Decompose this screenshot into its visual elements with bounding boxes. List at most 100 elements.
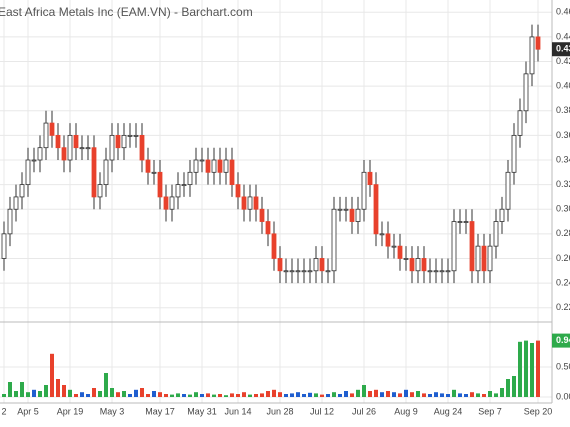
volume-bar xyxy=(506,379,510,397)
candle-body xyxy=(79,147,85,150)
candle-body xyxy=(49,122,55,136)
x-tick-label: Apr 19 xyxy=(57,406,84,416)
volume-bar xyxy=(254,394,258,397)
x-tick-label: May 31 xyxy=(187,406,217,416)
candle-body xyxy=(409,258,415,272)
candle-body xyxy=(517,110,523,136)
volume-bar xyxy=(14,391,18,397)
volume-bar xyxy=(422,393,426,397)
x-tick-label: May 17 xyxy=(145,406,175,416)
candle-body xyxy=(199,159,205,162)
volume-bar xyxy=(2,394,6,397)
candle-body xyxy=(25,159,31,186)
candle-body xyxy=(319,258,325,272)
candle-body xyxy=(217,159,223,173)
volume-bar xyxy=(524,340,528,397)
x-tick-label: Aug 9 xyxy=(394,406,418,416)
volume-bar xyxy=(146,394,150,397)
volume-bar xyxy=(356,389,360,397)
candle-body xyxy=(85,147,91,150)
volume-bar xyxy=(206,393,210,397)
candle-body xyxy=(115,134,121,149)
volume-bar xyxy=(536,340,540,397)
volume-bar xyxy=(230,393,234,397)
candle-body xyxy=(247,196,253,210)
candle-body xyxy=(535,36,541,50)
candle-body xyxy=(181,184,187,187)
candle-body xyxy=(271,233,277,259)
x-tick-label: 2 xyxy=(1,406,6,416)
candle-body xyxy=(97,184,103,198)
candle-body xyxy=(7,208,13,235)
candle-body xyxy=(241,196,247,210)
volume-bar xyxy=(98,391,102,397)
candle-body xyxy=(481,245,487,272)
candle-body xyxy=(289,270,295,273)
volume-bar xyxy=(152,391,156,397)
volume-bar xyxy=(392,392,396,397)
candle-body xyxy=(211,159,217,173)
volume-bar xyxy=(338,394,342,397)
volume-bar xyxy=(368,391,372,397)
volume-bar xyxy=(236,394,240,397)
chart-title: East Africa Metals Inc (EAM.VN) - Barcha… xyxy=(0,5,253,19)
y-tick-label: 0.22 xyxy=(556,302,570,312)
volume-bar xyxy=(470,392,474,397)
volume-bar xyxy=(164,394,168,397)
candle-body xyxy=(31,159,37,162)
volume-bar xyxy=(44,385,48,397)
y-tick-label: 0.46 xyxy=(556,7,570,17)
volume-bar xyxy=(518,341,522,397)
volume-bar xyxy=(326,394,330,397)
candle-body xyxy=(457,221,463,223)
candle-body xyxy=(421,258,427,272)
volume-bar xyxy=(284,394,288,397)
candle-body xyxy=(175,184,181,198)
volume-bar xyxy=(212,394,216,397)
y-tick-label: 0.28 xyxy=(556,228,570,238)
volume-bar xyxy=(302,394,306,397)
volume-bar xyxy=(296,392,300,397)
volume-bar xyxy=(128,394,132,397)
candle-body xyxy=(103,159,109,186)
candle-body xyxy=(157,171,163,198)
x-tick-label: Apr 5 xyxy=(17,406,39,416)
volume-bar xyxy=(86,394,90,397)
volume-bar xyxy=(494,393,498,397)
candle-body xyxy=(133,134,139,137)
volume-bar xyxy=(176,393,180,397)
candle-body xyxy=(469,221,475,272)
y-tick-label: 0.42 xyxy=(556,56,570,66)
y-tick-label: 0.44 xyxy=(556,31,570,41)
candle-body xyxy=(223,159,229,173)
volume-bar xyxy=(374,389,378,397)
volume-bar xyxy=(290,393,294,397)
candle-body xyxy=(73,134,79,149)
x-tick-label: Jul 26 xyxy=(352,406,376,416)
volume-bar xyxy=(344,391,348,397)
candle-body xyxy=(379,233,385,236)
volume-bar xyxy=(242,392,246,397)
volume-bar xyxy=(434,392,438,397)
volume-bar xyxy=(380,392,384,397)
candle-body xyxy=(205,159,211,173)
marks xyxy=(1,24,541,397)
volume-bar xyxy=(500,388,504,397)
candle-body xyxy=(349,208,355,222)
volume-bar xyxy=(440,393,444,397)
volume-bar xyxy=(446,394,450,397)
candle-body xyxy=(307,270,313,273)
candle-body xyxy=(163,196,169,210)
last-price-box xyxy=(552,42,570,57)
candle-body xyxy=(325,270,331,273)
volume-bar xyxy=(26,392,30,397)
candle-body xyxy=(67,134,73,161)
x-tick-label: Sep 20 xyxy=(524,406,553,416)
volume-bar xyxy=(410,392,414,397)
candle-body xyxy=(355,208,361,222)
volume-tick-label: 0.00M xyxy=(556,391,570,401)
volume-bar xyxy=(308,392,312,397)
candle-body xyxy=(139,134,145,161)
volume-bar xyxy=(260,393,264,397)
candle-body xyxy=(169,196,175,210)
